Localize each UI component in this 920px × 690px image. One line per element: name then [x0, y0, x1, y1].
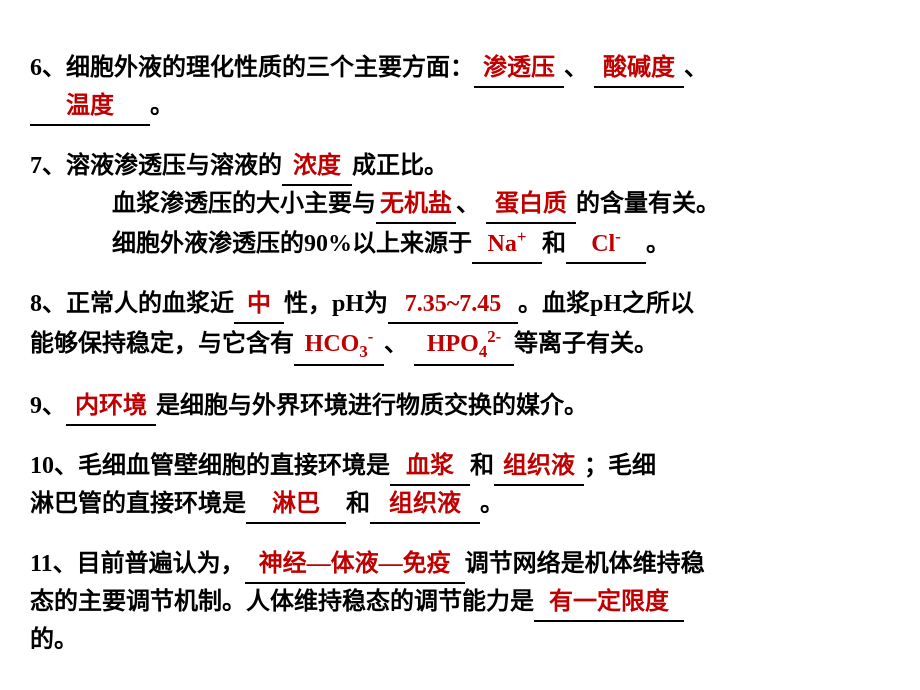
- q7-blank-3: 蛋白质: [486, 186, 576, 224]
- question-6: 6、细胞外液的理化性质的三个主要方面：渗透压、 酸碱度、 温度。: [30, 50, 890, 126]
- q11-num: 11: [30, 551, 53, 577]
- q11-blank-1: 神经—体液—免疫: [245, 546, 465, 584]
- q11-ans2: 有一定限度: [549, 589, 669, 615]
- q6-sep1: 、: [564, 55, 588, 81]
- q8-line2b: 等离子有关。: [514, 331, 658, 357]
- q7-ans4: Na+: [488, 231, 527, 257]
- q10-line1b: 和: [470, 453, 494, 479]
- q6-blank-3: 温度: [30, 88, 150, 126]
- q11-ans1: 神经—体液—免疫: [259, 551, 451, 577]
- q7-ans5: Cl-: [591, 231, 621, 257]
- q8-line1b: 性，pH为: [284, 291, 388, 317]
- q7-blank-4: Na+: [472, 224, 542, 264]
- q6-blank-1: 渗透压: [474, 50, 564, 88]
- question-9: 9、内环境是细胞与外界环境进行物质交换的媒介。: [30, 388, 890, 426]
- q6-ans1: 渗透压: [483, 55, 555, 81]
- q7-line3c: 。: [646, 231, 670, 257]
- q10-line2c: 。: [480, 491, 504, 517]
- q10-line1a: 、毛细血管壁细胞的直接环境是: [54, 453, 390, 479]
- q9-blank-1: 内环境: [66, 388, 156, 426]
- q8-blank-3: HCO3-: [294, 324, 384, 366]
- question-10: 10、毛细血管壁细胞的直接环境是血浆和组织液；毛细 淋巴管的直接环境是淋巴和组织…: [30, 448, 890, 524]
- q7-line2b: 的含量有关。: [576, 191, 720, 217]
- q7-line1b: 成正比。: [352, 153, 448, 179]
- q6-prefix: 、细胞外液的理化性质的三个主要方面：: [42, 55, 474, 81]
- q8-blank-1: 中: [234, 286, 284, 324]
- q7-blank-2: 无机盐: [376, 186, 456, 224]
- q11-blank-2: 有一定限度: [534, 584, 684, 622]
- q7-num: 7: [30, 153, 42, 179]
- q9-suffix: 是细胞与外界环境进行物质交换的媒介。: [156, 393, 588, 419]
- q7-line3a: 细胞外液渗透压的90%以上来源于: [30, 231, 472, 257]
- q8-blank-4: HPO42-: [414, 324, 514, 366]
- q10-line1c: ；毛细: [584, 453, 656, 479]
- q6-ans3: 温度: [66, 93, 114, 119]
- q11-line1a: 、目前普遍认为，: [53, 551, 245, 577]
- q10-ans2: 组织液: [503, 453, 575, 479]
- q6-sep2: 、: [684, 55, 708, 81]
- q11-line2a: 态的主要调节机制。人体维持稳态的调节能力是: [30, 589, 534, 615]
- q8-ans3: HCO3-: [305, 331, 374, 357]
- q7-line2a: 血浆渗透压的大小主要与: [30, 191, 376, 217]
- q10-ans1: 血浆: [406, 453, 454, 479]
- q6-blank-2: 酸碱度: [594, 50, 684, 88]
- question-8: 8、正常人的血浆近中性，pH为 7.35~7.45 。血浆pH之所以 能够保持稳定，…: [30, 286, 890, 366]
- q7-ans1: 浓度: [293, 153, 341, 179]
- q8-line1c: 。血浆pH之所以: [518, 291, 694, 317]
- q11-line1b: 调节网络是机体维持稳: [465, 551, 705, 577]
- q10-blank-3: 淋巴: [246, 486, 346, 524]
- q10-ans4: 组织液: [389, 491, 461, 517]
- q7-blank-1: 浓度: [282, 148, 352, 186]
- q7-sep2: 、: [456, 191, 480, 217]
- q8-ans2: 7.35~7.45: [405, 291, 501, 317]
- q10-blank-4: 组织液: [370, 486, 480, 524]
- q10-blank-1: 血浆: [390, 448, 470, 486]
- q8-blank-2: 7.35~7.45: [388, 286, 518, 324]
- q9-num: 9: [30, 393, 42, 419]
- q7-line3b: 和: [542, 231, 566, 257]
- q10-ans3: 淋巴: [272, 491, 320, 517]
- q8-line2a: 能够保持稳定，与它含有: [30, 331, 294, 357]
- q6-ans2: 酸碱度: [603, 55, 675, 81]
- question-7: 7、溶液渗透压与溶液的浓度成正比。 血浆渗透压的大小主要与无机盐、 蛋白质的含量…: [30, 148, 890, 264]
- q10-blank-2: 组织液: [494, 448, 584, 486]
- q8-num: 8: [30, 291, 42, 317]
- q8-ans4: HPO42-: [427, 331, 501, 357]
- q8-line1a: 、正常人的血浆近: [42, 291, 234, 317]
- q10-line2a: 淋巴管的直接环境是: [30, 491, 246, 517]
- q7-ans3: 蛋白质: [495, 191, 567, 217]
- q9-ans1: 内环境: [75, 393, 147, 419]
- q11-line3a: 的。: [30, 627, 78, 653]
- q7-line1a: 、溶液渗透压与溶液的: [42, 153, 282, 179]
- q6-num: 6: [30, 55, 42, 81]
- q6-suffix: 。: [150, 93, 174, 119]
- q8-sep: 、: [384, 331, 408, 357]
- q10-line2b: 和: [346, 491, 370, 517]
- q8-ans1: 中: [247, 291, 271, 317]
- q7-ans2: 无机盐: [380, 191, 452, 217]
- q9-prefix: 、: [42, 393, 66, 419]
- question-11: 11、目前普遍认为， 神经—体液—免疫调节网络是机体维持稳 态的主要调节机制。人体…: [30, 546, 890, 658]
- q7-blank-5: Cl-: [566, 224, 646, 264]
- q10-num: 10: [30, 453, 54, 479]
